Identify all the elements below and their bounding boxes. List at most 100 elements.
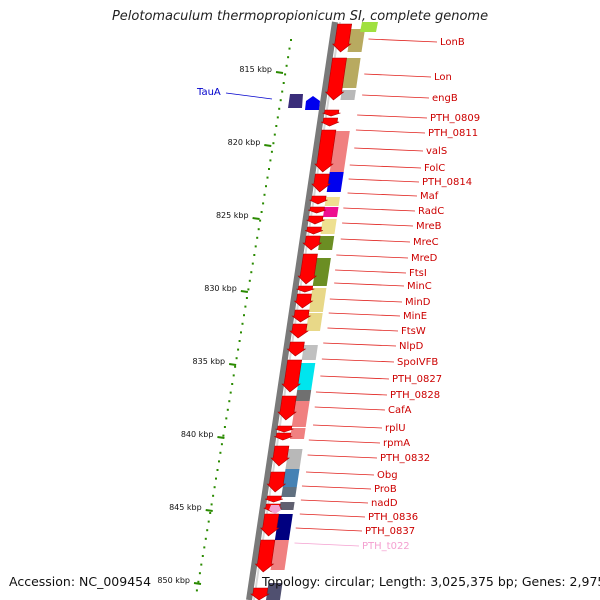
gene-arrow[interactable] bbox=[281, 359, 303, 393]
gene-label[interactable]: PTH_t022 bbox=[362, 541, 410, 552]
gene-label[interactable]: PTH_0832 bbox=[380, 453, 430, 464]
gene-label[interactable]: FtsI bbox=[409, 268, 427, 279]
scale-tick bbox=[252, 217, 260, 220]
gene-arrow[interactable] bbox=[274, 432, 293, 441]
gene-label[interactable]: PTH_0811 bbox=[428, 128, 478, 139]
gene-label[interactable]: Lon bbox=[434, 72, 452, 83]
label-leader bbox=[348, 178, 420, 183]
label-leader bbox=[357, 114, 428, 119]
gene-label[interactable]: SpoIVFB bbox=[397, 357, 438, 368]
gene-label[interactable]: PTH_0827 bbox=[392, 374, 442, 385]
label-leader bbox=[347, 192, 418, 197]
gene-label[interactable]: Maf bbox=[420, 191, 439, 202]
gene-arrow[interactable] bbox=[277, 395, 297, 421]
gene-arrow[interactable] bbox=[306, 215, 325, 225]
gene-arrow[interactable] bbox=[307, 206, 327, 214]
gene-label[interactable]: rplU bbox=[385, 423, 406, 434]
gene-arrow[interactable] bbox=[296, 285, 315, 293]
cog-block bbox=[274, 514, 293, 540]
label-leader bbox=[335, 269, 407, 274]
scale-tick bbox=[193, 582, 202, 585]
label-leader bbox=[299, 513, 366, 518]
label-leader bbox=[323, 342, 397, 347]
reverse-gene-block[interactable] bbox=[288, 94, 303, 108]
label-leader bbox=[300, 499, 369, 504]
gene-label[interactable]: MinE bbox=[403, 311, 427, 322]
gene-label[interactable]: ProB bbox=[374, 484, 397, 495]
scale-tick bbox=[229, 363, 237, 366]
gene-label[interactable]: FtsW bbox=[401, 326, 426, 337]
cog-block bbox=[312, 258, 331, 286]
gene-arrow[interactable] bbox=[264, 495, 284, 503]
gene-label[interactable]: CafA bbox=[388, 405, 412, 416]
reverse-gene-arrow[interactable] bbox=[305, 96, 320, 110]
gene-label[interactable]: PTH_0837 bbox=[365, 526, 415, 537]
label-leader bbox=[314, 406, 386, 411]
gene-arrow[interactable] bbox=[254, 539, 276, 573]
cog-block bbox=[323, 207, 339, 217]
gene-arrow[interactable] bbox=[289, 323, 309, 339]
gene-arrow[interactable] bbox=[293, 293, 314, 309]
gene-arrow[interactable] bbox=[270, 445, 290, 467]
trna-arrow[interactable] bbox=[269, 505, 281, 514]
gene-arrow[interactable] bbox=[259, 513, 280, 537]
accession-text: Accession: NC_009454 bbox=[9, 574, 152, 589]
scale-tick bbox=[264, 144, 272, 147]
gene-label[interactable]: LonB bbox=[440, 37, 465, 48]
gene-label[interactable]: rpmA bbox=[383, 438, 410, 449]
gene-label[interactable]: NlpD bbox=[399, 341, 424, 352]
gene-label[interactable]: PTH_0828 bbox=[390, 390, 440, 401]
gene-label[interactable]: engB bbox=[432, 93, 458, 104]
label-leader bbox=[328, 312, 401, 317]
label-leader bbox=[321, 358, 395, 363]
gene-label[interactable]: nadD bbox=[371, 498, 398, 509]
label-leader bbox=[334, 282, 405, 287]
scale-dots bbox=[195, 39, 292, 592]
cog-block bbox=[329, 131, 350, 172]
gene-arrow[interactable] bbox=[324, 57, 347, 101]
gene-arrow[interactable] bbox=[314, 129, 337, 173]
scale-tick bbox=[275, 71, 284, 74]
gene-label[interactable]: RadC bbox=[418, 206, 444, 217]
gene-label[interactable]: MreD bbox=[411, 253, 438, 264]
gene-label[interactable]: MinD bbox=[405, 297, 431, 308]
label-leader bbox=[336, 254, 409, 259]
gene-label[interactable]: MreC bbox=[413, 237, 439, 248]
cog-block bbox=[281, 487, 297, 497]
gene-arrow[interactable] bbox=[311, 173, 331, 193]
gene-label[interactable]: PTH_0814 bbox=[422, 177, 472, 188]
scale-tick-label: 825 kbp bbox=[216, 211, 249, 220]
gene-label[interactable]: valS bbox=[426, 146, 447, 157]
label-leader bbox=[349, 164, 422, 169]
gene-label[interactable]: PTH_0836 bbox=[368, 512, 418, 523]
gene-label[interactable]: MreB bbox=[416, 221, 442, 232]
gene-label[interactable]: MinC bbox=[407, 281, 432, 292]
gene-arrow[interactable] bbox=[249, 587, 270, 600]
gene-arrow[interactable] bbox=[266, 471, 287, 493]
gene-arrow[interactable] bbox=[302, 235, 323, 251]
gene-arrow[interactable] bbox=[322, 109, 341, 117]
gene-labels: LonB Lon engB PTH_0809 PTH_0811 valS FolC PTH_0… bbox=[196, 37, 480, 552]
gene-arrow[interactable] bbox=[291, 309, 312, 323]
label-leader bbox=[306, 471, 375, 476]
gene-label[interactable]: TauA bbox=[196, 87, 221, 98]
cog-block bbox=[340, 90, 356, 100]
gene-arrow[interactable] bbox=[320, 117, 340, 127]
scale-tick-label: 840 kbp bbox=[181, 430, 214, 439]
gene-label[interactable]: Obg bbox=[377, 470, 398, 481]
cog-block bbox=[282, 469, 300, 487]
gene-arrow[interactable] bbox=[331, 23, 353, 53]
gene-arrow[interactable] bbox=[286, 341, 307, 357]
cog-block bbox=[291, 401, 310, 427]
cog-block bbox=[297, 363, 316, 390]
gene-arrow[interactable] bbox=[297, 253, 318, 285]
gene-arrow[interactable] bbox=[275, 425, 294, 433]
gene-arrow[interactable] bbox=[309, 195, 328, 205]
label-leader bbox=[355, 129, 426, 134]
label-leader bbox=[315, 391, 388, 396]
scale-tick-label: 815 kbp bbox=[239, 65, 272, 74]
cog-block bbox=[320, 219, 337, 234]
gene-label[interactable]: PTH_0809 bbox=[430, 113, 480, 124]
gene-label[interactable]: FolC bbox=[424, 163, 445, 174]
gene-arrow[interactable] bbox=[304, 226, 324, 235]
